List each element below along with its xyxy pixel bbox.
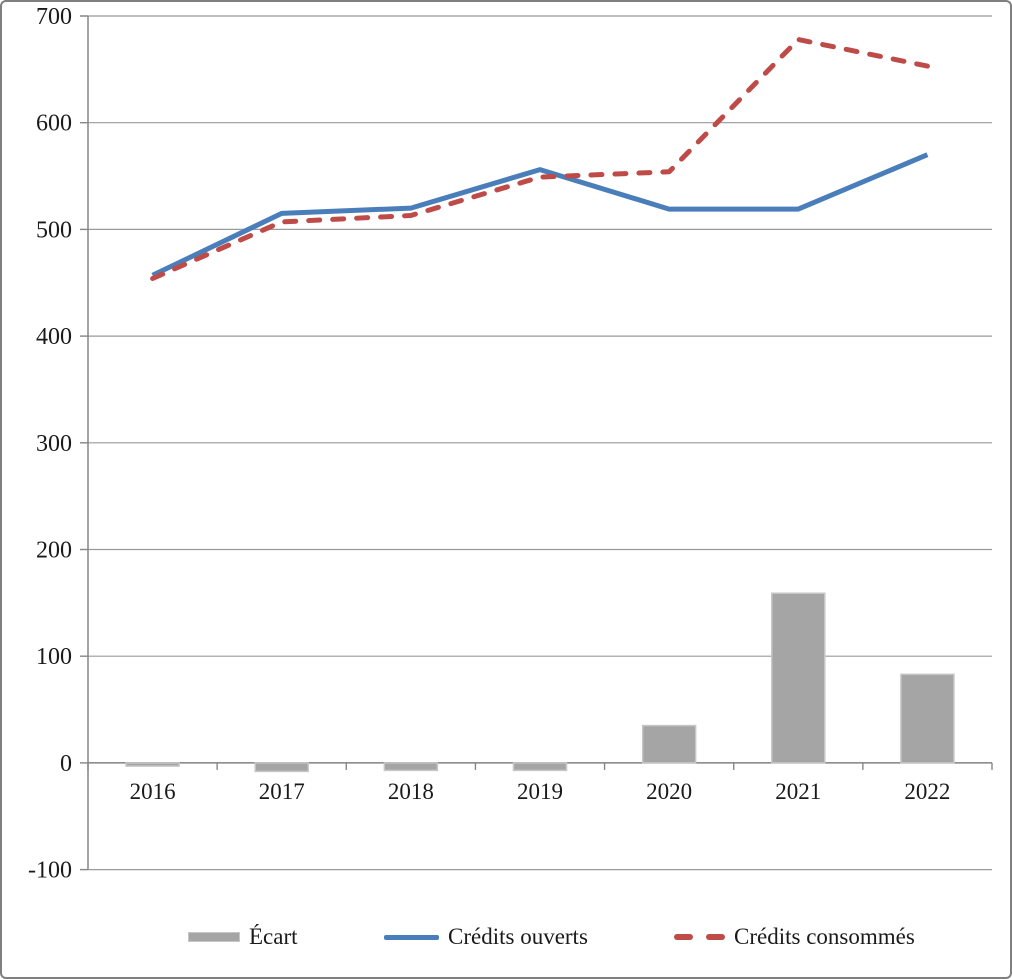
credits-consommes-dash-swatch-icon [674, 934, 725, 940]
ecart-bar-2016 [125, 762, 180, 767]
x-axis-label: 2019 [517, 779, 563, 804]
y-axis-label: -100 [28, 858, 72, 884]
y-axis-label: 700 [36, 4, 72, 30]
y-axis-label: 200 [36, 538, 72, 564]
legend-label-credits-consommes: Crédits consommés [734, 924, 915, 949]
ecart-bar-swatch-icon [188, 932, 240, 942]
dash-segment-icon [706, 934, 725, 940]
legend-item-credits-consommes: Crédits consommés [674, 922, 915, 952]
y-axis-label: 600 [36, 111, 72, 137]
x-axis-label: 2018 [388, 779, 434, 804]
ecart-bar-2019 [512, 762, 568, 772]
legend-item-ecart: Écart [188, 922, 298, 952]
legend-label-credits-ouverts: Crédits ouverts [448, 924, 588, 949]
credits-ouverts-line-swatch-icon [384, 934, 439, 940]
y-axis-label: 400 [36, 324, 72, 350]
ecart-bar-2021 [771, 592, 826, 764]
ecart-bar-2020 [641, 724, 697, 764]
ecart-bar-2017 [254, 762, 309, 773]
credits-consommes-line [150, 37, 930, 281]
y-axis-label: 300 [36, 431, 72, 457]
ecart-bar-2022 [900, 673, 955, 764]
x-axis-label: 2021 [775, 779, 821, 804]
legend-item-credits-ouverts: Crédits ouverts [384, 922, 588, 952]
credits-ouverts-line [151, 152, 929, 278]
ecart-bar-2018 [383, 762, 439, 772]
legend-label-ecart: Écart [249, 924, 298, 949]
y-axis-label: 500 [36, 217, 72, 243]
x-axis-label: 2017 [259, 779, 305, 804]
x-axis-label: 2020 [646, 779, 692, 804]
y-axis-label: 0 [60, 751, 72, 777]
dash-segment-icon [674, 934, 693, 940]
x-axis-label: 2022 [904, 779, 950, 804]
y-axis-label: 100 [36, 644, 72, 670]
x-axis-label: 2016 [130, 779, 176, 804]
